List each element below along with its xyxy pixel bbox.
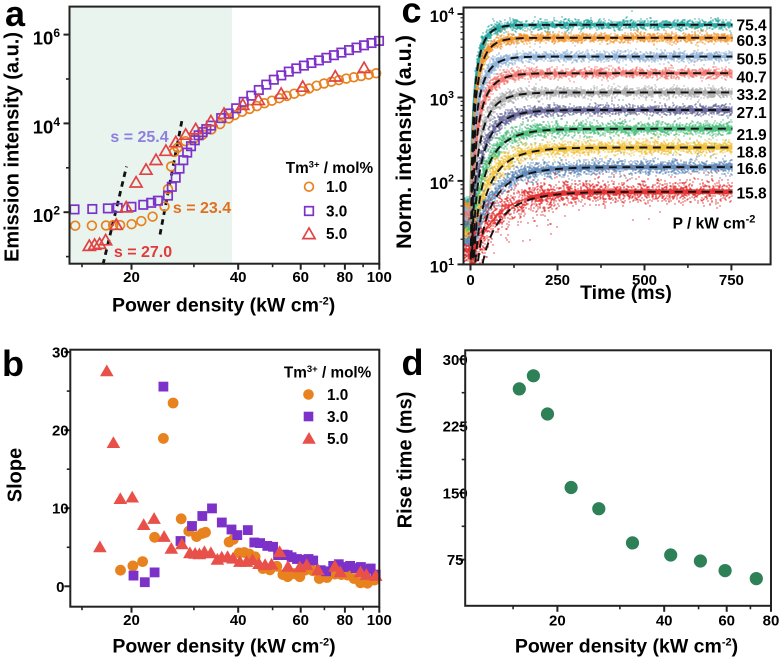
svg-text:250: 250 xyxy=(545,272,570,289)
svg-text:s = 27.0: s = 27.0 xyxy=(114,244,172,261)
svg-text:s = 25.4: s = 25.4 xyxy=(110,129,168,146)
svg-text:500: 500 xyxy=(632,272,657,289)
svg-text:102: 102 xyxy=(430,172,454,193)
svg-text:20: 20 xyxy=(52,423,69,440)
svg-text:101: 101 xyxy=(430,256,454,277)
svg-text:s = 23.4: s = 23.4 xyxy=(173,200,231,217)
svg-text:40: 40 xyxy=(230,269,247,286)
svg-text:33.2: 33.2 xyxy=(737,87,767,104)
svg-text:16.6: 16.6 xyxy=(737,161,768,178)
svg-text:80: 80 xyxy=(337,269,354,286)
svg-text:5.0: 5.0 xyxy=(326,226,347,243)
svg-text:5.0: 5.0 xyxy=(327,431,348,448)
svg-text:18.8: 18.8 xyxy=(737,145,768,162)
svg-text:60: 60 xyxy=(718,612,735,629)
svg-text:104: 104 xyxy=(430,6,454,27)
svg-text:Power density (kW cm-2): Power density (kW cm-2) xyxy=(515,636,738,658)
svg-text:21.9: 21.9 xyxy=(737,127,768,144)
svg-text:40: 40 xyxy=(230,612,247,629)
svg-text:P / kW cm-2: P / kW cm-2 xyxy=(673,214,756,233)
svg-text:40: 40 xyxy=(656,612,673,629)
svg-text:100: 100 xyxy=(367,269,392,286)
svg-text:27.1: 27.1 xyxy=(737,105,768,122)
svg-text:75: 75 xyxy=(447,552,464,569)
svg-text:100: 100 xyxy=(367,612,392,629)
svg-text:300: 300 xyxy=(443,352,468,369)
svg-text:a: a xyxy=(5,0,26,34)
svg-text:75.4: 75.4 xyxy=(737,18,768,35)
svg-text:30: 30 xyxy=(52,345,69,362)
svg-text:60: 60 xyxy=(292,612,309,629)
svg-text:d: d xyxy=(402,342,424,383)
svg-text:1.0: 1.0 xyxy=(327,387,348,404)
svg-text:20: 20 xyxy=(123,269,140,286)
svg-text:Power density (kW cm-2): Power density (kW cm-2) xyxy=(112,636,335,658)
svg-text:Rise time (ms): Rise time (ms) xyxy=(395,392,417,529)
svg-text:150: 150 xyxy=(443,485,468,502)
svg-text:Slope: Slope xyxy=(5,448,27,502)
svg-text:Norm. intensity (a.u.): Norm. intensity (a.u.) xyxy=(392,35,416,249)
svg-text:3.0: 3.0 xyxy=(326,204,347,221)
svg-text:15.8: 15.8 xyxy=(737,186,768,203)
svg-text:c: c xyxy=(402,0,422,31)
svg-text:20: 20 xyxy=(123,612,140,629)
svg-text:80: 80 xyxy=(337,612,354,629)
svg-text:0: 0 xyxy=(466,272,474,289)
svg-text:b: b xyxy=(2,343,24,384)
svg-text:3.0: 3.0 xyxy=(327,409,348,426)
svg-text:60.3: 60.3 xyxy=(737,33,768,50)
svg-text:80: 80 xyxy=(763,612,780,629)
svg-text:60: 60 xyxy=(292,269,309,286)
svg-text:103: 103 xyxy=(430,89,454,110)
svg-text:40.7: 40.7 xyxy=(737,69,767,86)
svg-text:50.5: 50.5 xyxy=(737,51,768,68)
svg-text:225: 225 xyxy=(443,419,468,436)
svg-text:10: 10 xyxy=(52,501,69,518)
svg-text:Time (ms): Time (ms) xyxy=(580,282,672,304)
svg-text:Emission intensity (a.u.): Emission intensity (a.u.) xyxy=(2,32,24,262)
svg-text:Power density (kW cm-2): Power density (kW cm-2) xyxy=(112,295,335,317)
svg-text:750: 750 xyxy=(719,272,744,289)
svg-text:20: 20 xyxy=(549,612,566,629)
svg-text:Tm3+ / mol%: Tm3+ / mol% xyxy=(286,159,374,177)
svg-text:Tm3+ / mol%: Tm3+ / mol% xyxy=(284,364,372,382)
svg-text:0: 0 xyxy=(56,579,64,596)
svg-text:1.0: 1.0 xyxy=(326,179,347,196)
